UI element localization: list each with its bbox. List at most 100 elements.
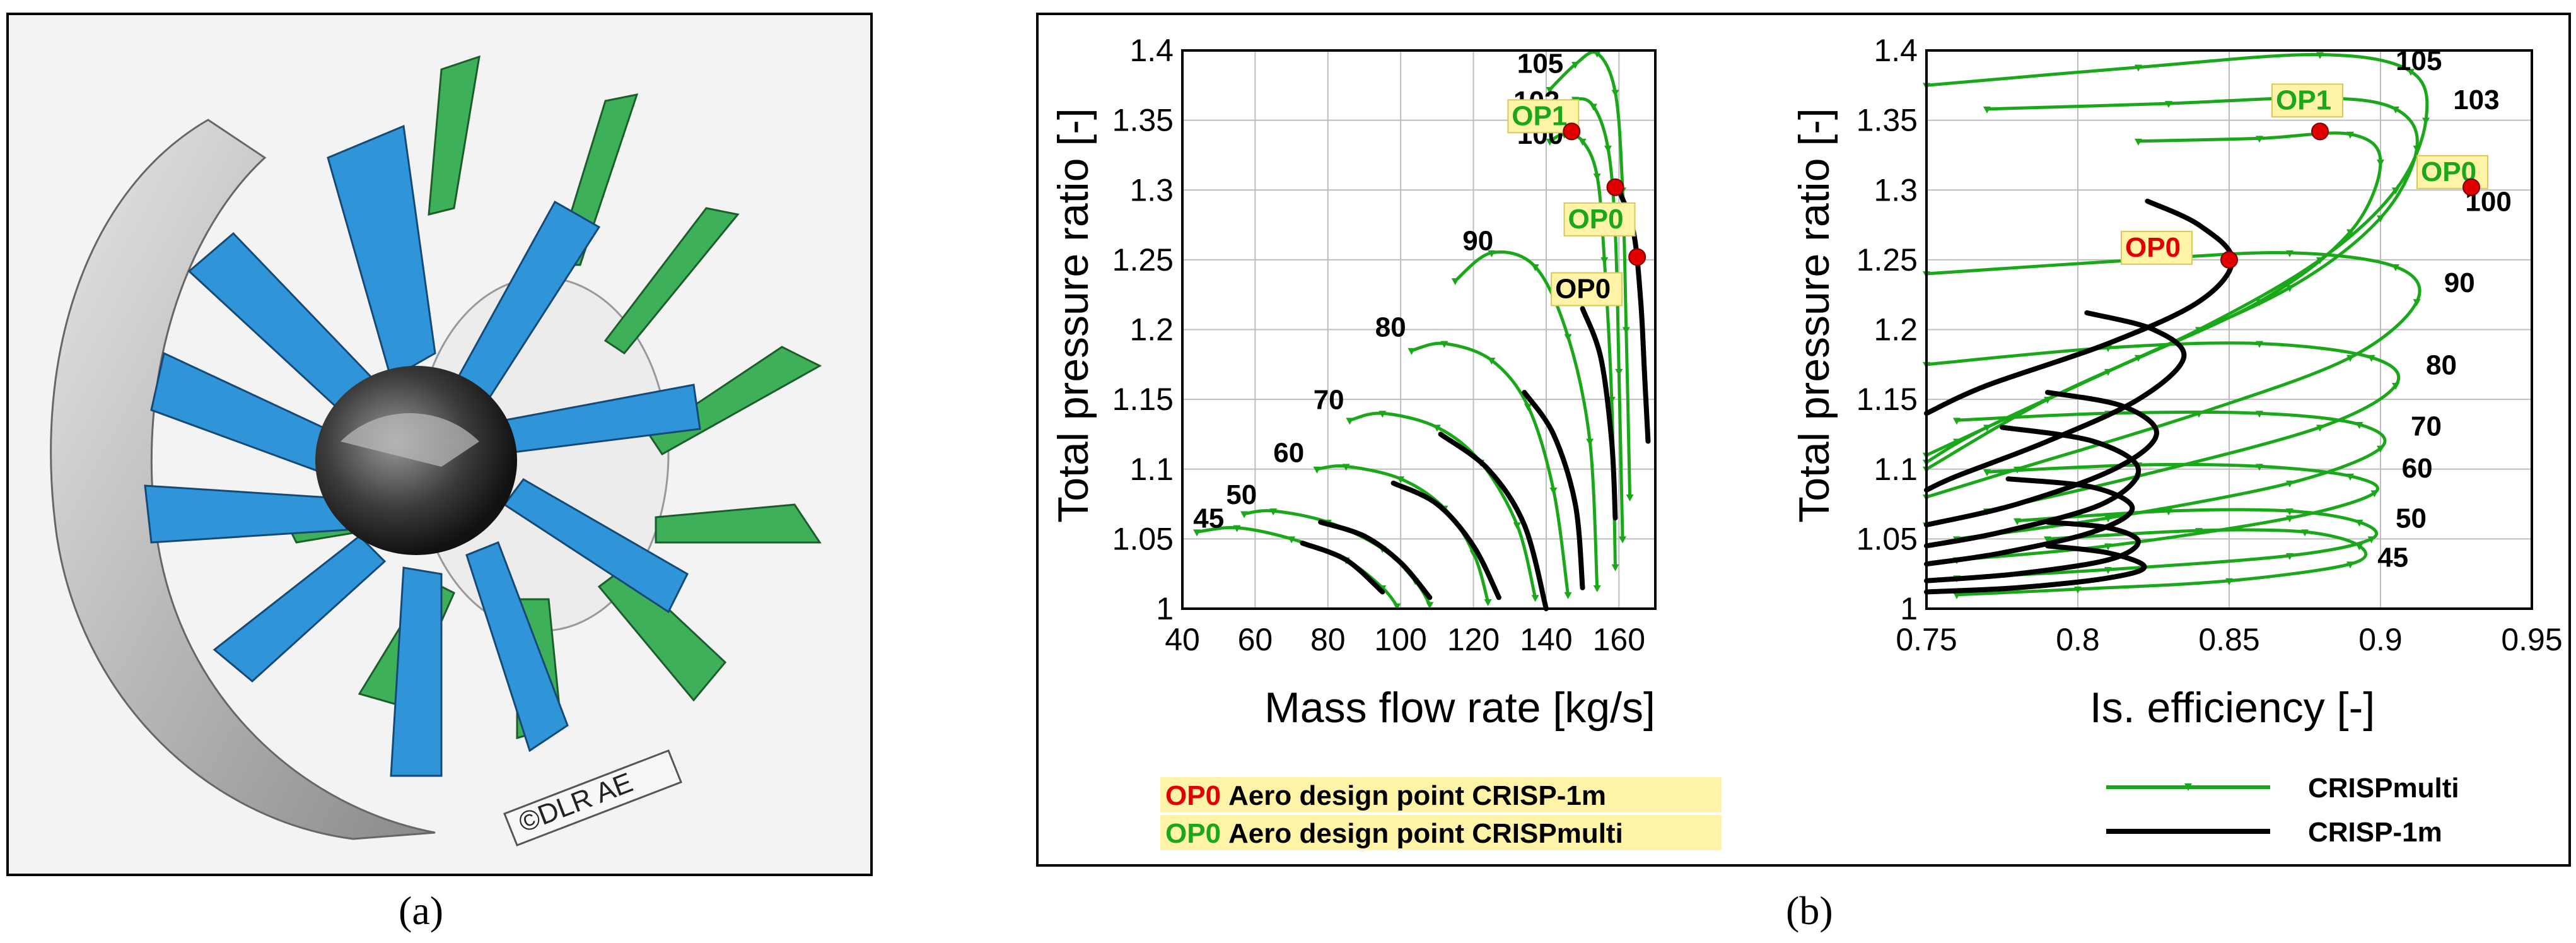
efficiency-series-marker	[2165, 508, 2172, 516]
massflow-speed-label: 80	[1375, 312, 1406, 343]
massflow-series-line	[1580, 306, 1618, 521]
massflow-series-marker	[1233, 525, 1241, 532]
efficiency-series-marker	[2316, 425, 2324, 432]
efficiency-ytick-label: 1.1	[1874, 452, 1918, 487]
massflow-design-point	[1606, 178, 1624, 196]
panel-b-charts: Total pressure ratio [-] Mass flow rate …	[1036, 13, 2571, 933]
legend-text-crisp1m: Aero design point CRISP-1m	[1228, 780, 1606, 811]
efficiency-series-marker	[2413, 145, 2421, 153]
efficiency-series-marker	[2135, 64, 2142, 72]
series-legend: CRISPmulti CRISP-1m	[2106, 773, 2459, 848]
caption-a: (a)	[399, 888, 443, 933]
massflow-series-marker	[1622, 327, 1630, 334]
massflow-series-marker	[1346, 418, 1354, 425]
massflow-series-marker	[1564, 592, 1572, 599]
massflow-plot-frame	[1181, 49, 1657, 610]
efficiency-ytick-label: 1.05	[1856, 521, 1918, 556]
massflow-series-line	[1438, 431, 1549, 611]
panel-a-fan-illustration: ©DLR AE (a)	[6, 13, 873, 933]
massflow-series-marker	[1397, 476, 1405, 484]
massflow-ytick-label: 1.3	[1129, 172, 1174, 208]
massflow-series-marker	[1524, 404, 1532, 411]
efficiency-series-marker	[2301, 529, 2309, 537]
massflow-xtick-label: 80	[1310, 622, 1346, 657]
massflow-ytick-label: 1.15	[1112, 382, 1174, 417]
massflow-series-marker	[1484, 599, 1492, 606]
massflow-series-marker	[1269, 508, 1278, 516]
massflow-point-label: OP0	[1555, 273, 1611, 304]
efficiency-series-marker	[2413, 299, 2421, 307]
massflow-series-line	[1522, 390, 1585, 590]
efficiency-series-marker	[2407, 69, 2415, 76]
massflow-ytick-label: 1.4	[1129, 33, 1174, 68]
efficiency-series-marker	[2392, 106, 2399, 114]
efficiency-series-marker	[2392, 187, 2399, 195]
massflow-series-marker	[1589, 103, 1597, 111]
efficiency-series-marker	[2367, 536, 2375, 544]
efficiency-series-line	[1924, 519, 2141, 583]
massflow-design-point	[1563, 122, 1581, 141]
efficiency-series-line	[1924, 310, 2187, 493]
efficiency-series-marker	[1953, 418, 1961, 425]
efficiency-xtick-label: 0.85	[2198, 622, 2259, 657]
massflow-series-marker	[1240, 511, 1249, 518]
efficiency-series-marker	[2355, 421, 2363, 429]
massflow-speed-label: 105	[1517, 48, 1563, 79]
massflow-series-marker	[1619, 536, 1627, 544]
efficiency-series-marker	[2377, 445, 2384, 453]
massflow-series-marker	[1313, 466, 1321, 474]
efficiency-ytick-label: 1.3	[1874, 172, 1918, 208]
efficiency-series-marker	[2195, 528, 2203, 536]
massflow-ytick-label: 1.25	[1112, 242, 1174, 278]
efficiency-series-marker	[2370, 490, 2379, 498]
efficiency-point-label-box	[2121, 230, 2193, 265]
front-rotor-blades	[144, 124, 701, 777]
efficiency-series-marker	[2346, 354, 2354, 362]
efficiency-ytick-label: 1.15	[1856, 382, 1918, 417]
legend-marker-crispmulti	[2184, 783, 2192, 791]
massflow-series-marker	[1513, 522, 1521, 530]
massflow-ytick-label: 1	[1156, 591, 1174, 626]
massflow-point-label: OP0	[1568, 204, 1624, 235]
efficiency-series-marker	[2256, 411, 2263, 418]
massflow-series-marker	[1407, 348, 1416, 355]
efficiency-series-marker	[2346, 473, 2354, 481]
massflow-series-marker	[1488, 358, 1496, 365]
massflow-xlabel: Mass flow rate [kg/s]	[1264, 684, 1655, 732]
efficiency-speed-label: 103	[2453, 85, 2499, 115]
massflow-series-line	[1300, 541, 1385, 595]
efficiency-series-marker	[2286, 285, 2293, 293]
massflow-series-marker	[1433, 425, 1441, 432]
efficiency-series-marker	[2377, 160, 2384, 167]
efficiency-series-marker	[2256, 464, 2263, 471]
massflow-series-marker	[1531, 264, 1539, 271]
efficiency-series-marker	[2256, 341, 2263, 348]
panel-b-frame	[1036, 13, 2571, 867]
efficiency-series-line	[1924, 198, 2235, 416]
efficiency-series-marker	[2044, 536, 2051, 544]
efficiency-xtick-label: 0.8	[2056, 622, 2100, 657]
efficiency-ylabel: Total pressure ratio [-]	[1790, 108, 1838, 523]
massflow-xtick-label: 40	[1165, 622, 1200, 657]
massflow-speed-label: 60	[1273, 438, 1304, 469]
massflow-speed-label: 45	[1193, 503, 1224, 534]
efficiency-xtick-label: 0.75	[1896, 622, 1957, 657]
efficiency-series-marker	[2256, 299, 2263, 307]
efficiency-series-marker	[2165, 101, 2172, 108]
efficiency-series-marker	[2135, 138, 2142, 146]
massflow-series-line	[1318, 519, 1433, 600]
efficiency-series-marker	[2392, 383, 2399, 390]
massflow-series-marker	[1607, 397, 1616, 404]
efficiency-series-marker	[2392, 264, 2399, 271]
efficiency-series-line	[1924, 425, 2142, 549]
massflow-speed-label: 50	[1226, 479, 1257, 510]
efficiency-series-marker	[1983, 469, 1991, 477]
efficiency-series-marker	[1953, 592, 1961, 599]
massflow-series-marker	[1549, 487, 1558, 495]
massflow-ytick-label: 1.35	[1112, 103, 1174, 138]
massflow-series-marker	[1451, 278, 1459, 286]
legend-row-crisp1m	[1160, 777, 1722, 812]
efficiency-ytick-label: 1	[1900, 591, 1918, 626]
efficiency-series-line	[1924, 476, 2135, 567]
